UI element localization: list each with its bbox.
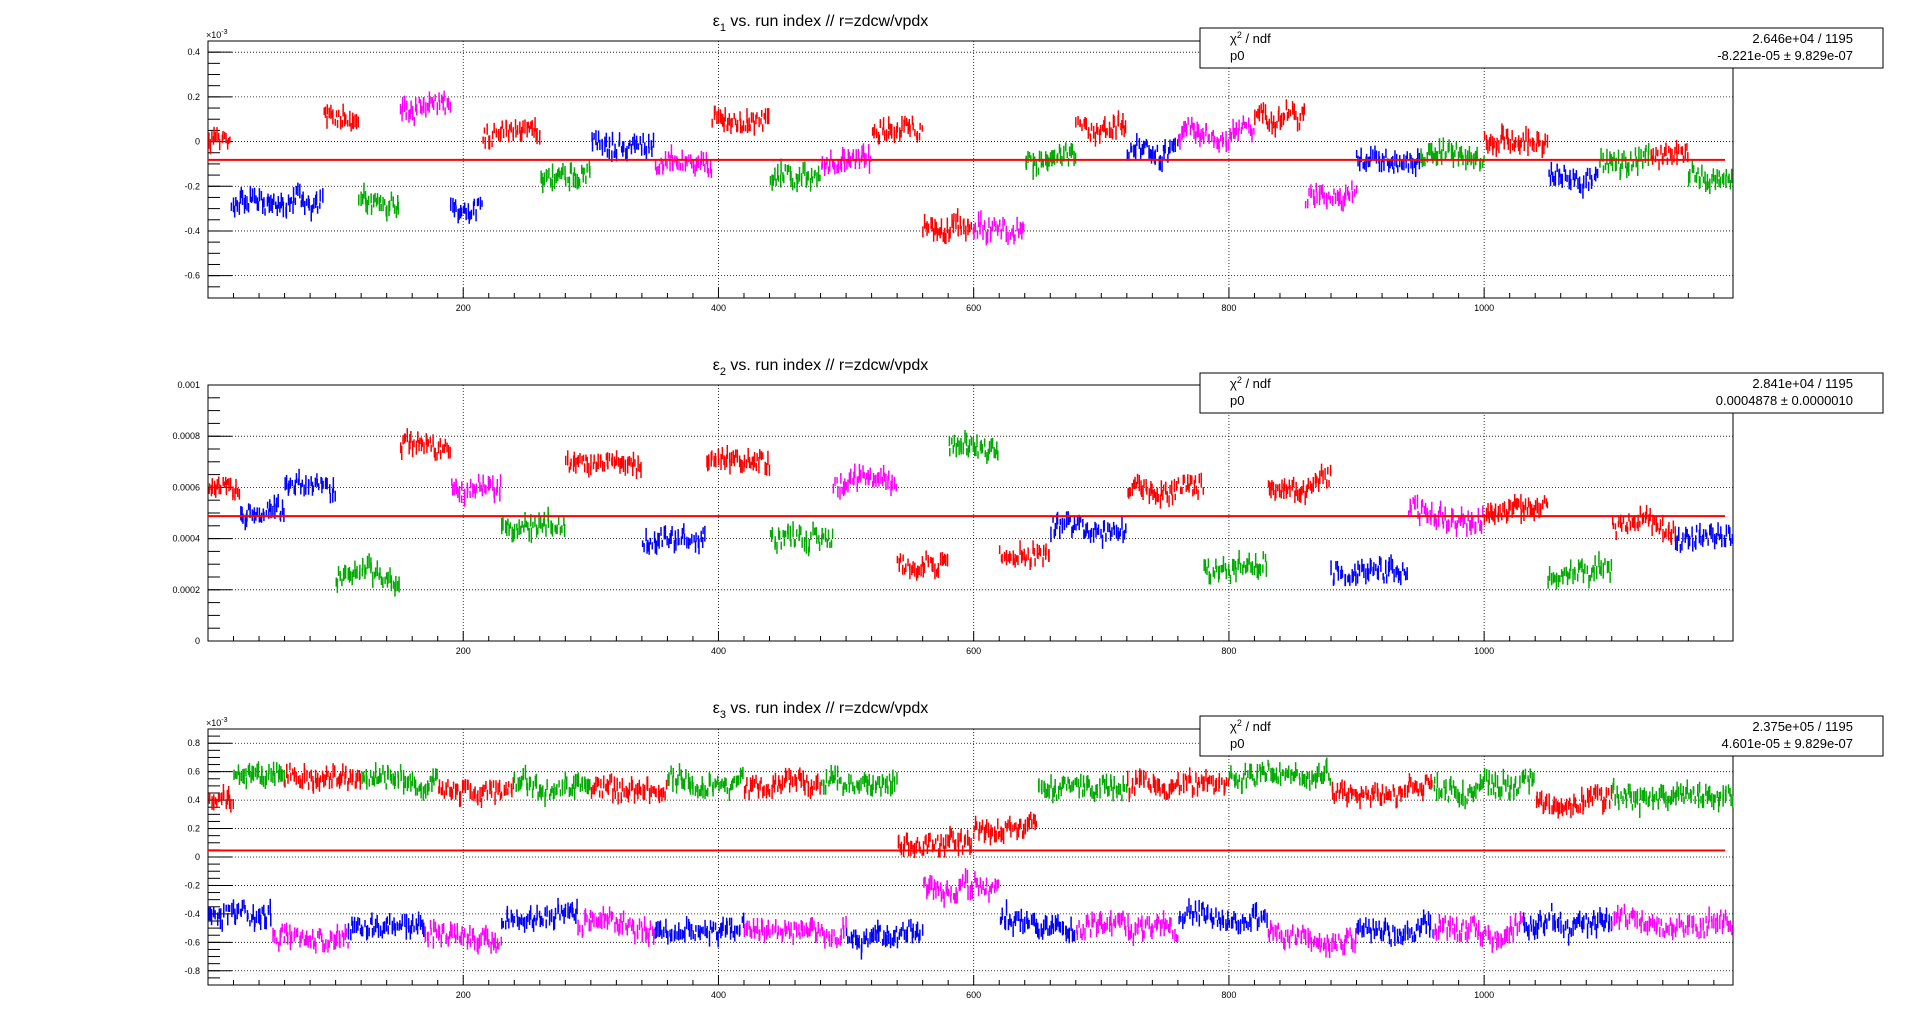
title-rest: vs. run index // r=zdcw/vpdx xyxy=(726,700,928,717)
title-rest: vs. run index // r=zdcw/vpdx xyxy=(726,357,928,374)
x-tick-label: 800 xyxy=(1221,990,1236,1000)
chi-rest: / ndf xyxy=(1242,31,1271,46)
y-tick-label: 0.4 xyxy=(187,47,200,57)
chi-rest: / ndf xyxy=(1242,719,1271,734)
chi-superscript: 2 xyxy=(1237,718,1242,728)
stats-p0-label: p0 xyxy=(1230,736,1244,751)
x-tick-label: 200 xyxy=(456,303,471,313)
y-tick-label: 0.0008 xyxy=(172,431,200,441)
stats-box xyxy=(1199,715,1884,757)
title-rest: vs. run index // r=zdcw/vpdx xyxy=(726,13,928,30)
y-tick-label: 0.0004 xyxy=(172,534,200,544)
y-tick-label: 0.8 xyxy=(187,738,200,748)
stats-chi-value: 2.841e+04 / 1195 xyxy=(1752,376,1853,391)
chi-symbol: χ xyxy=(1230,376,1237,391)
y-tick-label: -0.6 xyxy=(184,271,200,281)
y-tick-label: 0.0006 xyxy=(172,482,200,492)
title-subscript: 3 xyxy=(720,709,726,721)
y-exponent-label: ×10-3 xyxy=(206,29,228,40)
y-tick-label: 0 xyxy=(195,636,200,646)
x-tick-label: 800 xyxy=(1221,303,1236,313)
panel-2: 200 400 600 800 1000 0.001 0.0008 0.0006 0.0004 0… xyxy=(172,357,1884,656)
stats-p0-value: -8.221e-05 ± 9.829e-07 xyxy=(1717,48,1853,63)
title-symbol: ε xyxy=(713,13,720,30)
y-exponent-power: -3 xyxy=(221,29,227,36)
x-tick-label: 400 xyxy=(711,303,726,313)
y-tick-label: 0.001 xyxy=(177,380,200,390)
y-tick-label: 0.6 xyxy=(187,767,200,777)
x-tick-label: 800 xyxy=(1221,646,1236,656)
chi-superscript: 2 xyxy=(1237,30,1242,40)
y-tick-label: 0 xyxy=(195,852,200,862)
y-tick-label: -0.4 xyxy=(184,226,200,236)
stats-chi-label: χ2 / ndf xyxy=(1230,718,1271,734)
chi-superscript: 2 xyxy=(1237,375,1242,385)
x-tick-label: 200 xyxy=(456,990,471,1000)
y-tick-label: -0.4 xyxy=(184,909,200,919)
stats-chi-label: χ2 / ndf xyxy=(1230,375,1271,391)
y-tick-label: 0.4 xyxy=(187,795,200,805)
stats-chi-value: 2.375e+05 / 1195 xyxy=(1752,719,1853,734)
stats-chi-value: 2.646e+04 / 1195 xyxy=(1752,31,1853,46)
x-tick-label: 400 xyxy=(711,990,726,1000)
chi-rest: / ndf xyxy=(1242,376,1271,391)
x-tick-label: 1000 xyxy=(1474,990,1494,1000)
plot-frame xyxy=(207,40,1734,299)
chi-symbol: χ xyxy=(1230,31,1237,46)
stats-p0-label: p0 xyxy=(1230,393,1244,408)
y-tick-label: 0.2 xyxy=(187,824,200,834)
x-tick-label: 1000 xyxy=(1474,303,1494,313)
stats-p0-value: 0.0004878 ± 0.0000010 xyxy=(1716,393,1853,408)
x-tick-label: 1000 xyxy=(1474,646,1494,656)
y-tick-label: 0.0002 xyxy=(172,585,200,595)
title-subscript: 1 xyxy=(720,22,726,34)
y-exponent-label: ×10-3 xyxy=(206,717,228,728)
y-tick-label: -0.2 xyxy=(184,181,200,191)
y-tick-label: -0.2 xyxy=(184,880,200,890)
y-tick-label: -0.8 xyxy=(184,966,200,976)
x-tick-label: 600 xyxy=(966,990,981,1000)
chi-symbol: χ xyxy=(1230,719,1237,734)
title-subscript: 2 xyxy=(720,366,726,378)
stats-chi-label: χ2 / ndf xyxy=(1230,30,1271,46)
stats-box xyxy=(1199,372,1884,414)
stats-p0-value: 4.601e-05 ± 9.829e-07 xyxy=(1722,736,1853,751)
panel-1: 200 400 600 800 1000 0.4 0.2 0 -0.2 -0.4 -0.6 ×10-3… xyxy=(184,13,1884,313)
y-tick-label: 0.2 xyxy=(187,92,200,102)
y-tick-label: -0.6 xyxy=(184,937,200,947)
x-tick-label: 600 xyxy=(966,303,981,313)
panel-title: ε2 vs. run index // r=zdcw/vpdx xyxy=(713,357,929,378)
x-tick-label: 600 xyxy=(966,646,981,656)
y-tick-label: 0 xyxy=(195,137,200,147)
panel-title: ε3 vs. run index // r=zdcw/vpdx xyxy=(713,700,929,721)
y-exponent-power: -3 xyxy=(221,717,227,724)
stats-box xyxy=(1199,27,1884,69)
title-symbol: ε xyxy=(713,357,720,374)
x-tick-label: 400 xyxy=(711,646,726,656)
panel-3: 200 400 600 800 1000 0.8 0.6 0.4 0.2 0 -0.2 -0.4 -0.… xyxy=(184,700,1884,1000)
panel-title: ε1 vs. run index // r=zdcw/vpdx xyxy=(713,13,929,34)
x-tick-label: 200 xyxy=(456,646,471,656)
title-symbol: ε xyxy=(713,700,720,717)
stats-p0-label: p0 xyxy=(1230,48,1244,63)
